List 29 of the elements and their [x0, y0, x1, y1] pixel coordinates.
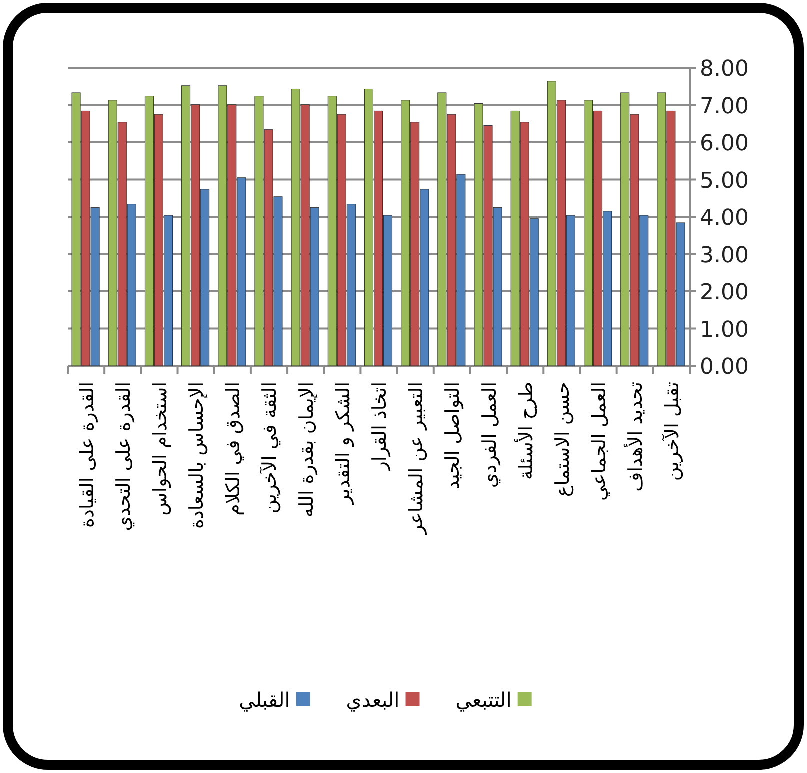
x-tick-label: التواصل الجيد	[442, 382, 464, 490]
y-tick-label: 6.00	[700, 132, 749, 156]
x-tick-label: الشكر و التقدير	[332, 382, 354, 506]
x-tick-label: استخدام الحواس	[149, 382, 172, 516]
x-tick-label: القدرة على القيادة	[76, 382, 98, 528]
legend-label: التتبعي	[456, 688, 512, 712]
x-tick-label: تحديد الأهداف	[623, 382, 648, 492]
x-tick-label: اتخاذ القرار	[369, 382, 391, 472]
legend-label: البعدي	[346, 688, 400, 712]
x-tick-label: طرح الأسئلة	[513, 382, 538, 480]
y-tick-label: 5.00	[700, 168, 749, 194]
x-tick-label: التعبير عن المشاعر	[406, 382, 428, 536]
y-tick-label: 2.00	[700, 280, 749, 306]
y-tick-label: 1.00	[700, 318, 749, 343]
legend-label: القبلي	[239, 688, 290, 712]
y-tick-label: 0.00	[700, 355, 749, 380]
x-tick-label: الثقة في الآخرين	[259, 382, 282, 514]
y-tick-label: 3.00	[700, 243, 749, 268]
y-tick-label: 8.00	[700, 57, 749, 82]
y-tick-label: 7.00	[700, 94, 749, 120]
x-tick-label: تقبل الآخرين	[662, 382, 684, 482]
x-tick-label: الإحساس بالسعادة	[186, 382, 208, 530]
x-tick-label: الصدق في الكلام	[222, 382, 245, 516]
x-tick-label: الإيمان بقدرة الله	[296, 382, 318, 518]
x-tick-label: العمل الجماعي	[588, 382, 611, 501]
x-tick-label: حسن الاستماع	[552, 382, 574, 498]
x-tick-label: القدرة على التحدي	[112, 382, 135, 532]
x-tick-label: العمل الفردي	[478, 382, 501, 488]
y-tick-label: 4.00	[700, 206, 749, 231]
